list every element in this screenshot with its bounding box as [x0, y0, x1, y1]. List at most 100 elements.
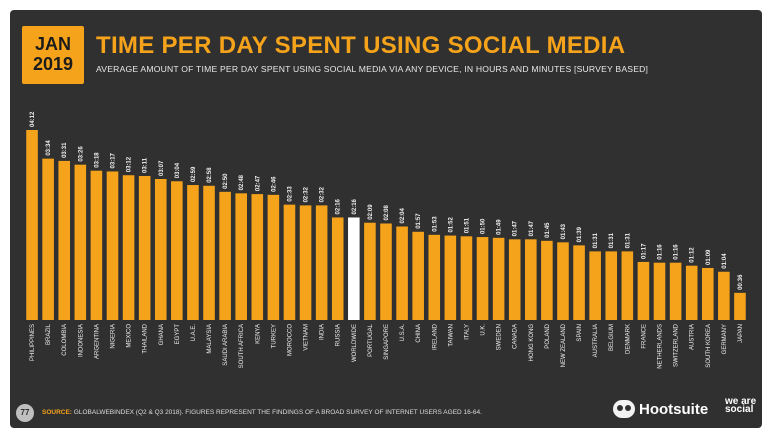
value-label-portugal: 02:09: [368, 204, 374, 220]
category-label-argentina: ARGENTINA: [94, 324, 100, 359]
bar-chart: 04:12 PHILIPPINES 03:34 BRAZIL 03:31 COLOMBIA…: [26, 111, 746, 369]
category-label-india: INDIA: [320, 324, 326, 340]
category-label-south-korea: SOUTH KOREA: [706, 324, 712, 368]
bar-worldwide: [348, 217, 360, 320]
value-label-russia: 02:16: [336, 198, 342, 214]
bar-mexico: [122, 175, 135, 320]
value-label-malaysia: 02:58: [207, 167, 213, 183]
category-label-kenya: KENYA: [255, 324, 261, 344]
bar-egypt: [171, 181, 183, 320]
category-label-taiwan: TAIWAN: [448, 324, 454, 347]
category-label-netherlands: NETHERLANDS: [658, 324, 664, 369]
value-label-belgium: 01:31: [609, 232, 615, 248]
bar-hong-kong: [525, 239, 537, 320]
category-label-austria: AUSTRIA: [690, 324, 696, 350]
bar-india: [315, 205, 328, 320]
bar-south-korea: [701, 267, 714, 320]
category-label-poland: POLAND: [545, 323, 551, 348]
category-label-egypt: EGYPT: [175, 324, 181, 345]
date-badge: JAN 2019: [22, 26, 84, 84]
value-label-hong-kong: 01:47: [529, 220, 535, 236]
value-label-australia: 01:31: [593, 232, 599, 248]
badge-month: JAN: [34, 34, 71, 54]
bar-u-k: [476, 237, 489, 320]
badge-year: 2019: [32, 54, 74, 74]
category-label-canada: CANADA: [513, 324, 519, 349]
bar-spain: [573, 245, 585, 320]
category-label-spain: SPAIN: [577, 324, 583, 342]
category-label-italy: ITALY: [464, 324, 470, 340]
bar-canada: [508, 239, 521, 320]
bar-portugal: [364, 222, 376, 320]
bar-u-s-a: [396, 226, 408, 320]
value-label-brazil: 03:34: [46, 140, 52, 156]
category-label-sweden: SWEDEN: [497, 324, 503, 350]
category-label-australia: AUSTRALIA: [593, 324, 599, 357]
value-label-france: 01:17: [641, 243, 647, 259]
source-label: SOURCE:: [42, 409, 72, 416]
value-label-indonesia: 03:26: [78, 146, 84, 162]
bar-thailand: [138, 175, 151, 320]
brand-tagline: we are social: [725, 396, 757, 415]
bar-italy: [460, 236, 473, 320]
value-label-kenya: 02:47: [255, 175, 261, 191]
value-label-sweden: 01:49: [497, 219, 503, 235]
value-label-germany: 01:04: [722, 253, 728, 269]
category-label-hong-kong: HONG KONG: [529, 324, 535, 362]
bar-russia: [331, 217, 344, 320]
value-label-mexico: 03:12: [127, 156, 133, 172]
bar-ghana: [154, 179, 167, 320]
category-label-malaysia: MALAYSIA: [207, 324, 213, 354]
value-label-philippines: 04:12: [30, 111, 36, 127]
bar-denmark: [621, 251, 634, 320]
bar-sweden: [492, 237, 505, 320]
value-label-ghana: 03:07: [159, 160, 165, 176]
source-note: SOURCE: GLOBALWEBINDEX (Q2 & Q3 2018). F…: [42, 409, 482, 416]
bar-vietnam: [299, 205, 312, 320]
value-label-south-africa: 02:48: [239, 174, 245, 190]
brand-footer: Hootsuite we are social: [613, 396, 756, 424]
bar-ireland: [428, 234, 441, 320]
source-text: GLOBALWEBINDEX (Q2 & Q3 2018). FIGURES R…: [73, 409, 482, 416]
bar-u-a-e: [187, 185, 199, 320]
category-label-switzerland: SWITZERLAND: [674, 323, 680, 367]
category-label-new-zealand: NEW ZEALAND: [561, 323, 567, 367]
bar-taiwan: [444, 235, 457, 320]
category-label-singapore: SINGAPORE: [384, 324, 390, 360]
value-label-vietnam: 02:32: [304, 186, 310, 202]
category-label-portugal: PORTUGAL: [368, 323, 374, 357]
bar-singapore: [380, 223, 392, 320]
brand-name: Hootsuite: [639, 401, 709, 418]
bar-japan: [734, 292, 746, 320]
value-label-netherlands: 01:16: [658, 244, 664, 260]
category-label-nigeria: NIGERIA: [110, 324, 116, 349]
value-label-saudi-arabia: 02:50: [223, 173, 229, 189]
bar-philippines: [26, 130, 38, 320]
value-label-denmark: 01:31: [625, 232, 631, 248]
category-label-u-s-a: U.S.A.: [400, 324, 406, 342]
category-label-ireland: IRELAND: [432, 323, 438, 350]
value-label-switzerland: 01:16: [674, 244, 680, 260]
value-label-u-k: 01:50: [481, 218, 487, 234]
value-label-nigeria: 03:17: [110, 152, 116, 168]
category-label-france: FRANCE: [641, 324, 647, 349]
value-label-morocco: 02:33: [287, 186, 293, 202]
chart-panel: JAN 2019 TIME PER DAY SPENT USING SOCIAL…: [10, 10, 762, 428]
value-label-taiwan: 01:52: [448, 217, 454, 233]
category-label-saudi-arabia: SAUDI ARABIA: [223, 324, 229, 366]
bar-nigeria: [106, 171, 119, 320]
page-number: 77: [16, 404, 34, 422]
value-label-egypt: 03:04: [175, 162, 181, 178]
category-label-china: CHINA: [416, 324, 422, 343]
value-label-south-korea: 01:09: [706, 249, 712, 265]
category-label-japan: JAPAN: [738, 324, 744, 343]
value-label-spain: 01:39: [577, 226, 583, 242]
category-label-denmark: DENMARK: [625, 324, 631, 354]
category-label-worldwide: WORLDWIDE: [352, 324, 358, 362]
value-label-japan: 00:36: [738, 274, 744, 290]
category-label-u-k: U.K.: [481, 324, 487, 336]
category-label-morocco: MOROCCO: [287, 324, 293, 356]
bar-turkey: [267, 194, 280, 320]
category-label-germany: GERMANY: [722, 324, 728, 354]
bar-morocco: [283, 204, 296, 320]
